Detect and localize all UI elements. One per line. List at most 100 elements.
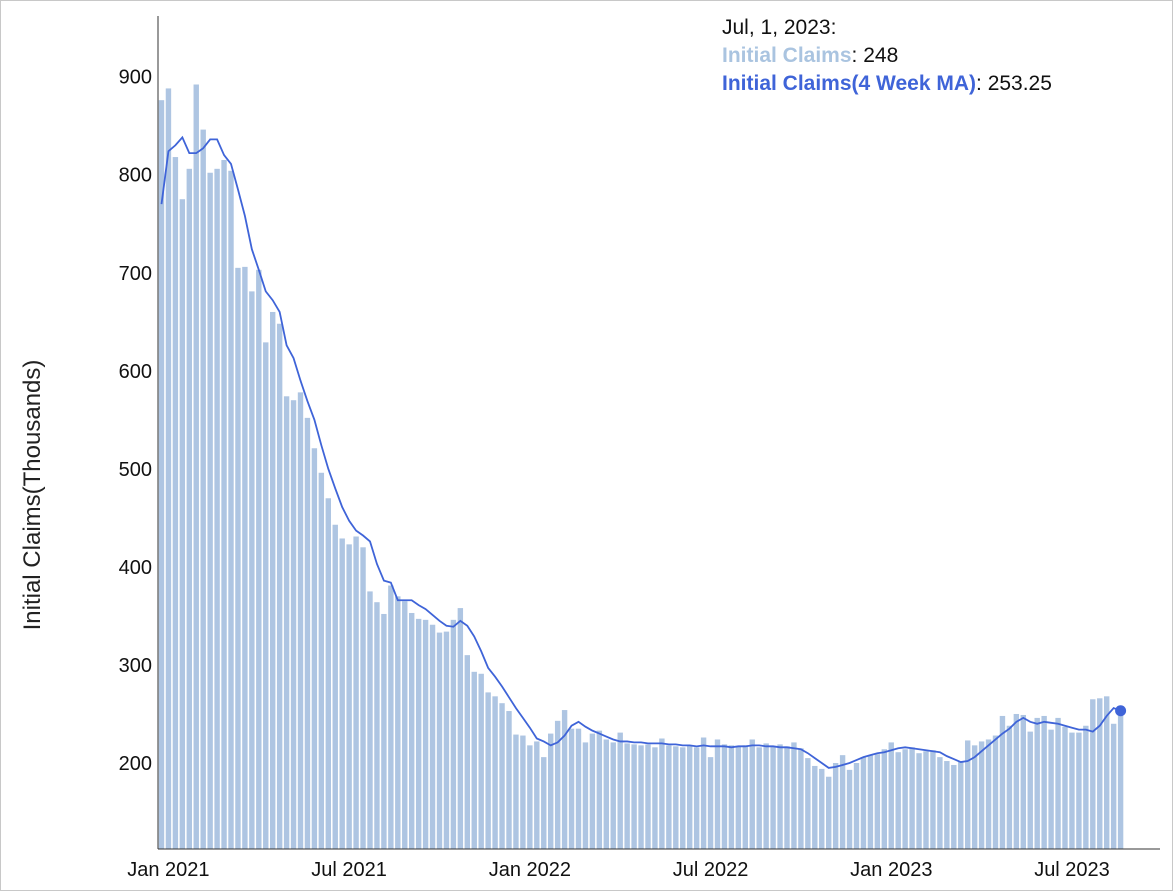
bar-25[interactable] — [332, 524, 338, 849]
bar-115[interactable] — [958, 762, 964, 849]
bar-37[interactable] — [415, 618, 422, 849]
bar-74[interactable] — [673, 746, 679, 849]
bar-31[interactable] — [374, 602, 380, 849]
bar-21[interactable] — [304, 417, 311, 849]
bar-62[interactable] — [589, 733, 596, 849]
bar-87[interactable] — [763, 743, 769, 849]
bar-12[interactable] — [242, 266, 248, 849]
bar-9[interactable] — [221, 159, 227, 850]
bar-135[interactable] — [1097, 698, 1103, 849]
bar-7[interactable] — [207, 172, 213, 850]
moving-average-highlight-point[interactable] — [1115, 705, 1127, 717]
bar-76[interactable] — [687, 745, 693, 849]
bar-104[interactable] — [881, 749, 887, 849]
bar-45[interactable] — [471, 671, 477, 849]
bar-24[interactable] — [325, 498, 331, 849]
bar-116[interactable] — [965, 740, 971, 849]
bar-27[interactable] — [346, 544, 352, 849]
bar-32[interactable] — [381, 613, 387, 849]
bar-111[interactable] — [930, 750, 936, 849]
bar-48[interactable] — [492, 696, 498, 849]
bar-131[interactable] — [1069, 732, 1075, 849]
bar-67[interactable] — [624, 743, 630, 849]
bar-134[interactable] — [1090, 699, 1096, 849]
bar-1[interactable] — [165, 88, 172, 850]
bar-96[interactable] — [826, 776, 832, 849]
bar-121[interactable] — [999, 715, 1006, 849]
bar-60[interactable] — [575, 728, 582, 849]
bar-70[interactable] — [645, 744, 651, 849]
bar-63[interactable] — [596, 730, 603, 849]
bar-10[interactable] — [228, 170, 234, 849]
bar-13[interactable] — [249, 291, 255, 849]
bar-108[interactable] — [909, 747, 915, 849]
bar-17[interactable] — [276, 323, 283, 849]
bar-101[interactable] — [860, 757, 867, 849]
bar-83[interactable] — [735, 746, 742, 849]
bar-53[interactable] — [527, 745, 533, 849]
bar-85[interactable] — [749, 739, 755, 849]
bar-109[interactable] — [916, 753, 922, 849]
bar-5[interactable] — [193, 84, 199, 850]
bar-28[interactable] — [353, 536, 359, 850]
bar-82[interactable] — [728, 745, 735, 849]
bar-127[interactable] — [1041, 715, 1047, 849]
bar-18[interactable] — [283, 396, 290, 849]
bar-126[interactable] — [1034, 717, 1040, 849]
bar-3[interactable] — [179, 199, 186, 849]
bar-65[interactable] — [610, 742, 616, 849]
bar-56[interactable] — [548, 733, 554, 849]
bar-103[interactable] — [874, 754, 881, 849]
bar-69[interactable] — [638, 745, 644, 849]
bar-106[interactable] — [895, 752, 901, 849]
bar-123[interactable] — [1013, 713, 1020, 849]
bar-100[interactable] — [853, 763, 860, 849]
bar-59[interactable] — [568, 728, 575, 849]
bar-68[interactable] — [631, 744, 637, 849]
bar-71[interactable] — [652, 747, 658, 849]
bar-75[interactable] — [680, 747, 686, 849]
bar-23[interactable] — [318, 472, 325, 849]
bar-94[interactable] — [812, 765, 818, 849]
bar-40[interactable] — [436, 632, 443, 849]
bar-78[interactable] — [700, 737, 707, 849]
bar-34[interactable] — [395, 596, 401, 849]
bar-36[interactable] — [409, 612, 415, 849]
bar-105[interactable] — [888, 742, 894, 849]
bar-43[interactable] — [457, 608, 464, 849]
bar-95[interactable] — [819, 768, 825, 849]
bar-107[interactable] — [902, 749, 908, 849]
bar-41[interactable] — [443, 631, 450, 849]
bar-47[interactable] — [485, 692, 491, 849]
bar-89[interactable] — [777, 744, 783, 849]
bar-86[interactable] — [756, 747, 762, 849]
bar-84[interactable] — [742, 745, 748, 849]
bar-92[interactable] — [798, 748, 804, 849]
bar-129[interactable] — [1055, 717, 1061, 849]
bar-102[interactable] — [867, 755, 874, 849]
bar-91[interactable] — [791, 742, 797, 849]
bar-44[interactable] — [464, 655, 470, 849]
bar-55[interactable] — [541, 757, 547, 849]
bar-118[interactable] — [978, 741, 985, 849]
bar-22[interactable] — [311, 448, 318, 849]
bar-58[interactable] — [561, 710, 568, 849]
bar-15[interactable] — [263, 342, 269, 849]
bar-35[interactable] — [402, 601, 408, 849]
bar-120[interactable] — [992, 735, 999, 849]
bar-93[interactable] — [805, 758, 811, 849]
bar-50[interactable] — [506, 711, 512, 849]
bar-16[interactable] — [270, 311, 276, 850]
bar-136[interactable] — [1104, 696, 1110, 849]
bar-26[interactable] — [339, 538, 345, 849]
bar-2[interactable] — [172, 157, 179, 850]
bar-122[interactable] — [1006, 725, 1013, 849]
bar-132[interactable] — [1076, 732, 1082, 849]
bar-11[interactable] — [235, 267, 241, 850]
bar-128[interactable] — [1048, 729, 1054, 849]
bar-114[interactable] — [951, 764, 957, 849]
bar-125[interactable] — [1027, 731, 1033, 849]
bar-30[interactable] — [367, 591, 373, 849]
bar-88[interactable] — [770, 746, 776, 849]
bar-72[interactable] — [659, 738, 665, 849]
